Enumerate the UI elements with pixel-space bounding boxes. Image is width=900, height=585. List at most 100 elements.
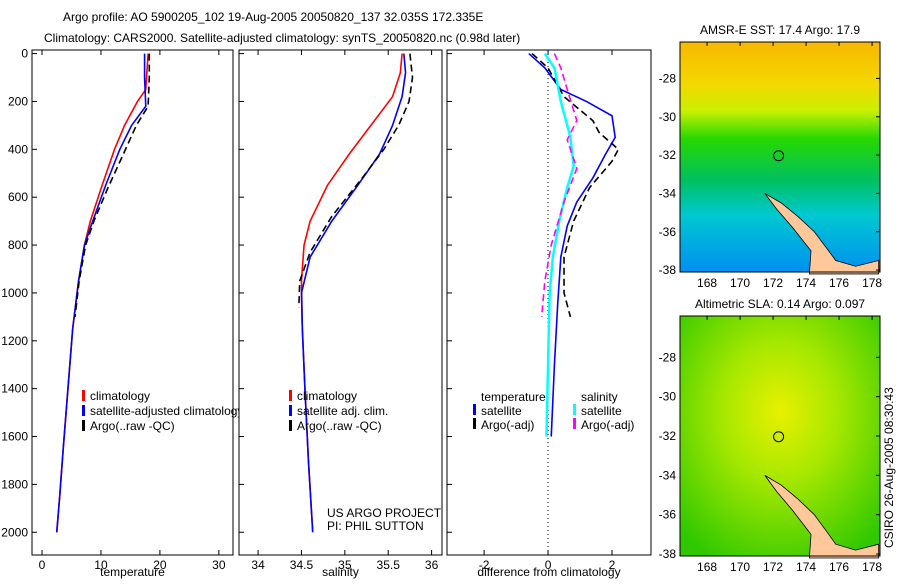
series-line-temperature-satellite [528,52,617,437]
map-frame [679,41,881,273]
legend-label: Argo(..raw -QC) [297,419,382,433]
y-tick-label: 1000 [1,286,28,300]
x-tick-label: 20 [153,558,167,572]
legend-swatch [82,405,85,416]
series-line-salinity-satellite [543,52,575,437]
y-tick-label: 400 [8,142,28,156]
y-tick-label: 1600 [1,430,28,444]
legend-heading: salinity [581,390,618,404]
lat-tick-label: -34 [659,186,677,200]
legend-swatch [82,390,85,401]
legend-label: satellite [481,404,522,418]
legend-label: Argo(..raw -QC) [90,419,175,433]
y-tick-label: 200 [8,94,28,108]
lat-tick-label: -38 [659,547,677,561]
lat-tick-label: -36 [659,225,677,239]
series-line-satellite-adj-clim- [300,53,407,533]
legend-swatch [289,405,292,416]
y-tick-label: 1200 [1,334,28,348]
project-line-2: PI: PHIL SUTTON [327,519,424,533]
lon-tick-label: 172 [763,276,783,290]
legend-swatch [473,418,476,429]
legend-label: climatology [90,389,150,403]
sla-field [680,316,880,556]
lat-tick-label: -32 [659,148,677,162]
lon-tick-label: 168 [697,560,717,574]
map-title: AMSR-E SST: 17.4 Argo: 17.9 [700,23,860,37]
legend-swatch [573,418,576,429]
land-new-zealand [764,475,880,559]
argo-location-marker [773,150,785,162]
legend-label: climatology [297,389,357,403]
map-title: Altimetric SLA: 0.14 Argo: 0.097 [695,297,865,311]
x-tick-label: 34 [251,558,265,572]
x-tick-label: 10 [94,558,108,572]
legend-label: Argo(-adj) [481,418,534,432]
lon-tick-label: 170 [730,276,750,290]
legend-swatch [289,390,292,401]
series-line-temperature-argo-adj- [531,52,620,318]
legend-swatch [573,404,576,415]
series-line-argo-raw-qc- [74,53,151,317]
lat-tick-label: -32 [659,429,677,443]
lon-tick-label: 178 [862,560,882,574]
x-tick-label: 0 [545,558,552,572]
legend-swatch [289,420,292,431]
lon-tick-label: 176 [829,276,849,290]
lon-tick-label: 172 [763,560,783,574]
legend-heading: temperature [481,390,546,404]
x-axis-label: temperature [100,565,165,579]
lon-tick-label: 170 [730,560,750,574]
series-line-argo-raw-qc- [298,53,414,308]
project-line-1: US ARGO PROJECT [327,506,442,520]
legend-label: Argo(-adj) [581,418,634,432]
x-axis-label: salinity [322,565,359,579]
lat-tick-label: -34 [659,468,677,482]
x-tick-label: 34.5 [290,558,314,572]
legend-swatch [82,420,85,431]
axes-box [31,49,234,556]
series-line-satellite-adjusted-climatology [55,53,147,533]
x-tick-label: -2 [479,558,490,572]
lat-tick-label: -30 [659,110,677,124]
legend-label: satellite [581,404,622,418]
lon-tick-label: 176 [829,560,849,574]
legend-label: satellite adj. clim. [297,404,388,418]
y-tick-label: 0 [21,47,28,61]
series-line-salinity-argo-adj- [540,53,578,317]
lat-tick-label: -36 [659,508,677,522]
lon-tick-label: 168 [697,276,717,290]
legend-swatch [473,404,476,415]
x-tick-label: 0 [39,558,46,572]
map-1: AMSR-E SST: 17.4 Argo: 17.9 168 170 172 174 1… [659,23,883,290]
lon-tick-label: 178 [862,276,882,290]
y-tick-label: 1400 [1,382,28,396]
axes-box [238,49,443,556]
lon-tick-label: 174 [796,276,816,290]
x-tick-label: 30 [212,558,226,572]
land-new-zealand [764,193,880,275]
lat-tick-label: -30 [659,390,677,404]
panel-1: 0 10 20 30 temperature 0 200 400 600 800 1000 1200 1… [1,47,243,579]
lon-tick-label: 174 [796,560,816,574]
title-line-1: Argo profile: AO 5900205_102 19-Aug-2005… [63,10,483,24]
x-tick-label: 35 [338,558,352,572]
y-tick-label: 1800 [1,477,28,491]
title-line-2: Climatology: CARS2000. Satellite-adjuste… [44,31,520,45]
y-tick-label: 2000 [1,525,28,539]
x-tick-label: 2 [609,558,616,572]
lat-tick-label: -28 [659,350,677,364]
legend-label: satellite-adjusted climatology [90,404,243,418]
credit-text: CSIRO 26-Aug-2005 08:30:43 [882,387,896,548]
y-tick-label: 600 [8,190,28,204]
x-tick-label: 36 [425,558,439,572]
x-tick-label: 35.5 [377,558,401,572]
map-2: Altimetric SLA: 0.14 Argo: 0.097 168 170 17… [659,297,883,574]
y-tick-label: 800 [8,238,28,252]
x-axis-label: difference from climatology [477,565,620,579]
lat-tick-label: -28 [659,71,677,85]
sst-field [680,42,880,272]
